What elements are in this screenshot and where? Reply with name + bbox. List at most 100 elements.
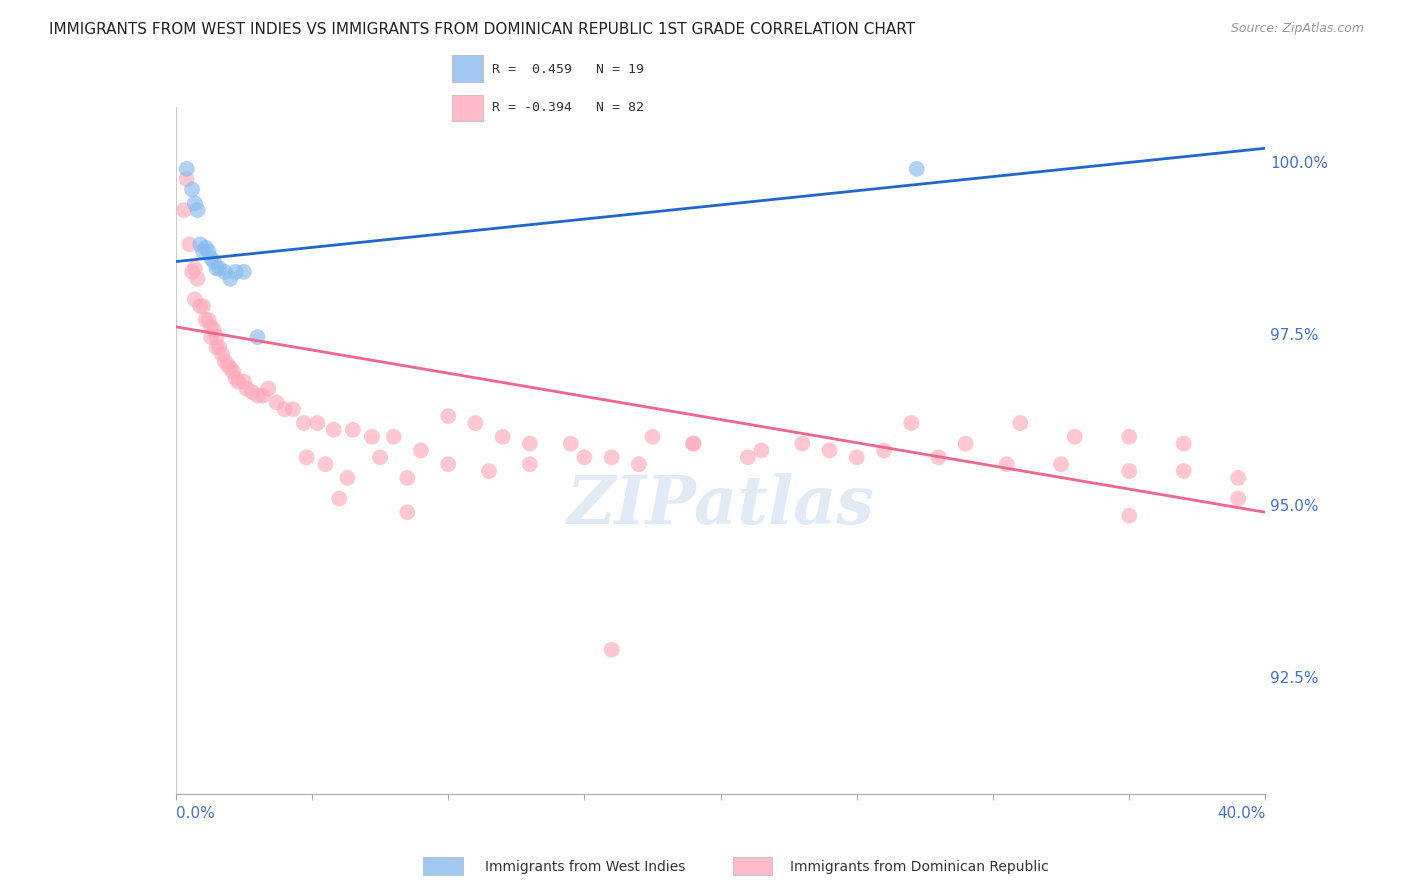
Point xyxy=(176,172,198,186)
Point xyxy=(205,261,228,276)
FancyBboxPatch shape xyxy=(453,55,484,82)
Point xyxy=(219,361,242,376)
Point xyxy=(222,364,245,378)
Point xyxy=(1173,436,1195,450)
Point xyxy=(266,395,288,409)
Point xyxy=(194,241,217,255)
Point xyxy=(315,457,337,471)
Point xyxy=(560,436,582,450)
Point xyxy=(197,244,219,259)
Point xyxy=(191,299,214,313)
Point xyxy=(955,436,977,450)
Point xyxy=(682,436,704,450)
Text: R =  0.459   N = 19: R = 0.459 N = 19 xyxy=(492,62,644,76)
Point xyxy=(197,313,219,327)
Point xyxy=(184,196,207,211)
Point xyxy=(219,272,242,286)
Point xyxy=(200,330,222,344)
Point xyxy=(274,402,297,417)
Point xyxy=(818,443,841,458)
Point xyxy=(225,265,247,279)
Text: Immigrants from Dominican Republic: Immigrants from Dominican Republic xyxy=(790,860,1049,874)
Point xyxy=(600,450,623,465)
Point xyxy=(173,203,195,218)
Point xyxy=(252,388,274,402)
Point xyxy=(360,430,382,444)
Point xyxy=(328,491,350,506)
Text: R = -0.394   N = 82: R = -0.394 N = 82 xyxy=(492,101,644,114)
Point xyxy=(682,436,704,450)
Point xyxy=(176,161,198,176)
Text: 0.0%: 0.0% xyxy=(176,806,215,822)
Point xyxy=(737,450,759,465)
Point xyxy=(1118,464,1140,478)
Text: Source: ZipAtlas.com: Source: ZipAtlas.com xyxy=(1230,22,1364,36)
Point xyxy=(295,450,318,465)
Point xyxy=(792,436,814,450)
Point xyxy=(292,416,315,430)
Point xyxy=(200,251,222,265)
Point xyxy=(246,388,269,402)
Point xyxy=(396,471,419,485)
Point xyxy=(437,409,460,424)
Point xyxy=(1118,508,1140,523)
Point xyxy=(1227,491,1250,506)
Point xyxy=(184,261,207,276)
Point xyxy=(188,299,211,313)
Point xyxy=(240,385,263,400)
Point xyxy=(409,443,432,458)
Point xyxy=(232,265,254,279)
Point xyxy=(492,430,515,444)
FancyBboxPatch shape xyxy=(423,856,463,876)
Point xyxy=(845,450,868,465)
Point xyxy=(641,430,664,444)
Point xyxy=(1118,430,1140,444)
Point xyxy=(205,341,228,355)
Point xyxy=(995,457,1018,471)
Point xyxy=(184,293,207,307)
Point xyxy=(900,416,922,430)
Point xyxy=(191,244,214,259)
Point xyxy=(246,330,269,344)
Point xyxy=(1010,416,1032,430)
Point xyxy=(188,237,211,252)
Point xyxy=(574,450,596,465)
Point xyxy=(225,371,247,385)
Point xyxy=(228,375,250,389)
Point xyxy=(627,457,650,471)
Text: Immigrants from West Indies: Immigrants from West Indies xyxy=(485,860,686,874)
Point xyxy=(1173,464,1195,478)
Point xyxy=(368,450,391,465)
Point xyxy=(179,237,201,252)
Point xyxy=(1227,471,1250,485)
Point xyxy=(873,443,896,458)
Point xyxy=(181,182,204,196)
Point xyxy=(235,382,257,396)
Point xyxy=(342,423,364,437)
Point xyxy=(307,416,329,430)
Point xyxy=(217,358,239,372)
Point xyxy=(214,265,236,279)
Point xyxy=(396,505,419,519)
Point xyxy=(186,272,209,286)
Point xyxy=(322,423,344,437)
Text: ZIPatlas: ZIPatlas xyxy=(567,473,875,538)
Point xyxy=(181,265,204,279)
Point xyxy=(214,354,236,368)
Point xyxy=(478,464,501,478)
Point xyxy=(200,319,222,334)
Point xyxy=(186,203,209,218)
Point xyxy=(194,313,217,327)
Point xyxy=(519,436,541,450)
Point xyxy=(257,382,280,396)
Point xyxy=(336,471,359,485)
Point xyxy=(202,323,225,337)
FancyBboxPatch shape xyxy=(733,856,772,876)
FancyBboxPatch shape xyxy=(453,95,484,121)
Point xyxy=(281,402,304,417)
Point xyxy=(205,330,228,344)
Point xyxy=(1050,457,1073,471)
Point xyxy=(751,443,773,458)
Point xyxy=(437,457,460,471)
Point xyxy=(1063,430,1085,444)
